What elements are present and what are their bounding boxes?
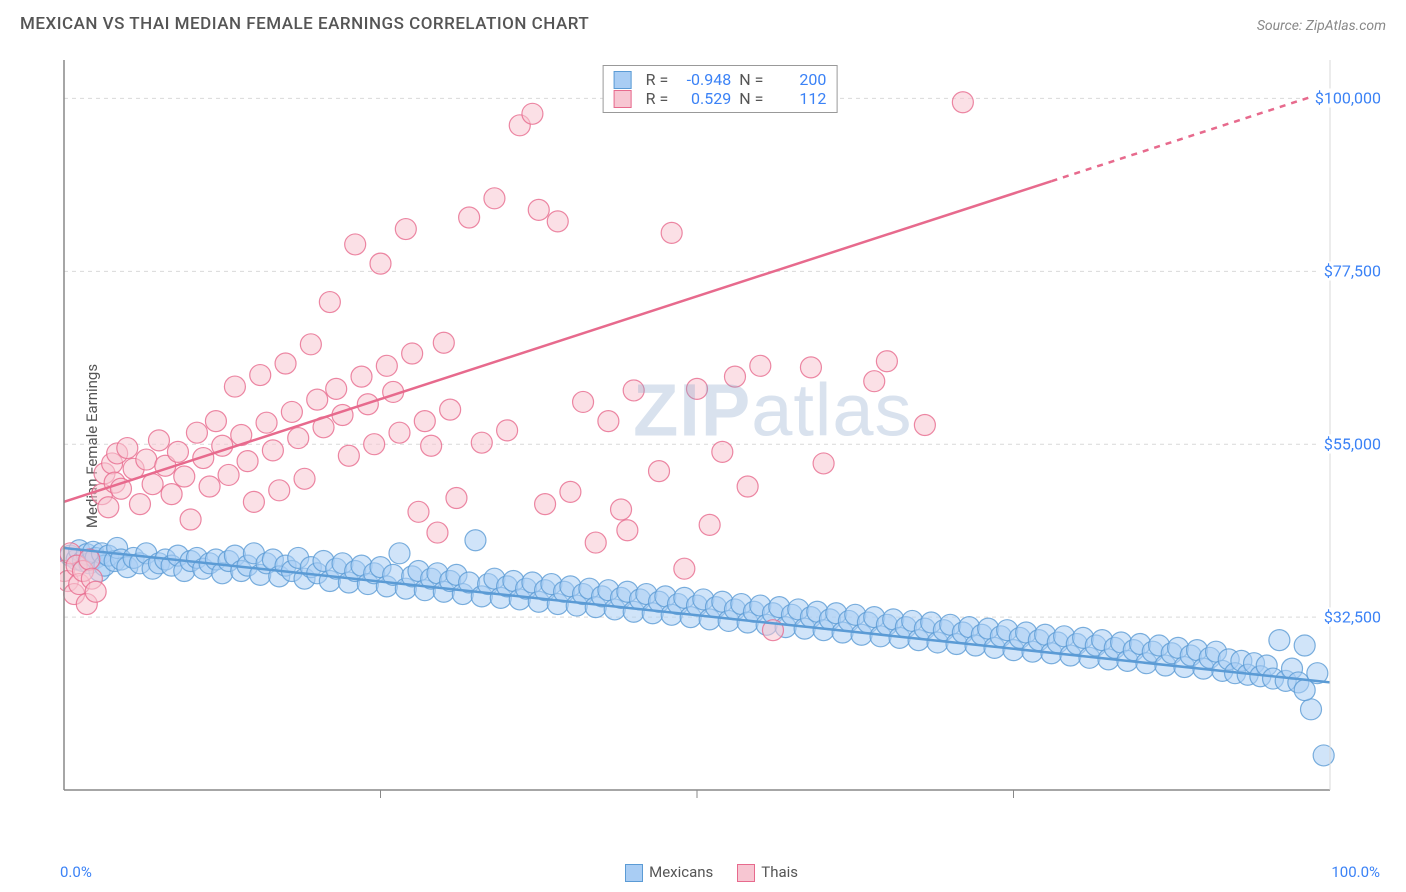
legend-item-1: Mexicans (625, 863, 713, 882)
watermark-bold: ZIP (633, 368, 751, 451)
legend-swatch-2 (737, 864, 755, 882)
corr-n-value-2: 112 (771, 89, 826, 108)
corr-n-label-1: N = (739, 70, 763, 89)
chart-title: MEXICAN VS THAI MEDIAN FEMALE EARNINGS C… (20, 14, 589, 34)
legend-label-2: Thais (761, 863, 798, 881)
x-axis-min-label: 0.0% (60, 863, 92, 881)
y-tick-label: $77,500 (1320, 262, 1385, 281)
source-label: Source: (1257, 18, 1306, 34)
series-legend: Mexicans Thais (625, 863, 798, 882)
corr-swatch-1 (614, 71, 632, 89)
y-tick-label: $100,000 (1311, 89, 1385, 108)
chart-plot-area: ZIPatlas R = -0.948 N = 200 R = 0.529 N … (60, 60, 1380, 820)
corr-row-2: R = 0.529 N = 112 (614, 89, 827, 108)
watermark: ZIPatlas (633, 367, 912, 452)
x-axis-max-label: 100.0% (1331, 863, 1380, 881)
legend-swatch-1 (625, 864, 643, 882)
corr-n-value-1: 200 (771, 70, 826, 89)
corr-r-label-2: R = (646, 89, 669, 108)
source-attribution: Source: ZipAtlas.com (1257, 15, 1386, 34)
correlation-legend: R = -0.948 N = 200 R = 0.529 N = 112 (603, 65, 838, 113)
legend-label-1: Mexicans (649, 863, 713, 881)
legend-item-2: Thais (737, 863, 798, 882)
y-tick-label: $55,000 (1320, 435, 1385, 454)
corr-r-value-1: -0.948 (676, 70, 731, 89)
corr-row-1: R = -0.948 N = 200 (614, 70, 827, 89)
corr-swatch-2 (614, 90, 632, 108)
corr-n-label-2: N = (739, 89, 763, 108)
corr-r-value-2: 0.529 (676, 89, 731, 108)
source-value: ZipAtlas.com (1306, 18, 1386, 34)
corr-r-label-1: R = (646, 70, 669, 89)
y-tick-label: $32,500 (1320, 608, 1385, 627)
watermark-rest: atlas (751, 368, 912, 451)
